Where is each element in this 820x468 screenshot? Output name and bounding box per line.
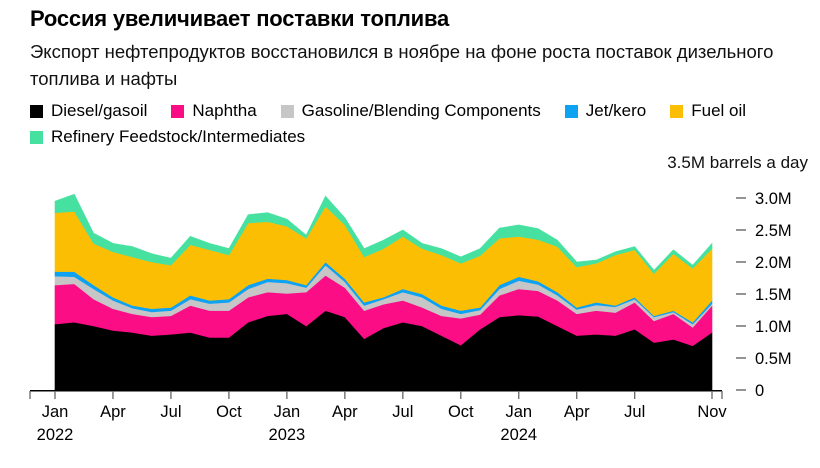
legend-swatch-icon	[670, 104, 684, 118]
y-tick-label: 3.0M	[755, 190, 792, 208]
x-tick-label: Jan	[505, 403, 532, 421]
x-tick-label: Apr	[564, 403, 590, 421]
legend-swatch-icon	[280, 104, 294, 118]
legend-label: Diesel/gasoil	[51, 101, 148, 120]
x-tick-label: Jul	[392, 403, 413, 421]
area-refinery-feedstock-intermediates	[54, 193, 713, 274]
x-tick-year-label: 2022	[37, 426, 74, 444]
chart-subtitle: Экспорт нефтепродуктов восстановился в н…	[30, 41, 774, 89]
legend-label: Fuel oil	[691, 101, 747, 120]
x-tick-label: Jan	[274, 403, 301, 421]
y-tick-label: 1.5M	[755, 286, 792, 304]
legend-swatch-icon	[30, 104, 43, 118]
x-tick-label: Apr	[100, 403, 126, 421]
x-tick-label: Jan	[42, 403, 69, 421]
legend-item-diesel-gasoil: Diesel/gasoil	[30, 101, 147, 121]
x-tick-label: Nov	[697, 403, 727, 421]
x-tick-label: Oct	[448, 403, 474, 421]
legend-swatch-icon	[171, 104, 185, 118]
y-tick-label: 0	[755, 382, 764, 400]
x-tick-label: Jul	[624, 403, 645, 421]
legend-label: Naphtha	[192, 101, 257, 120]
y-tick-label: 2.5M	[755, 222, 792, 240]
y-tick-label: 2.0M	[755, 254, 792, 272]
chart-legend: Diesel/gasoil Naphtha Gasoline/Blending Co…	[30, 101, 792, 147]
legend-item-naphtha: Naphtha	[171, 101, 257, 121]
x-tick-year-label: 2024	[500, 426, 537, 444]
y-axis-unit-label: 3.5M barrels a day	[667, 153, 808, 172]
legend-item-gasoline-blending-components: Gasoline/Blending Components	[280, 101, 541, 121]
legend-item-fuel-oil: Fuel oil	[670, 101, 746, 121]
legend-swatch-icon	[30, 130, 43, 144]
y-tick-label: 1.0M	[755, 318, 792, 336]
legend-label: Refinery Feedstock/Intermediates	[51, 127, 306, 146]
x-tick-label: Apr	[332, 403, 358, 421]
x-tick-year-label: 2023	[269, 426, 306, 444]
x-tick-label: Jul	[160, 403, 181, 421]
page-title: Россия увеличивает поставки топлива	[30, 6, 450, 31]
legend-label: Gasoline/Blending Components	[301, 101, 541, 120]
legend-label: Jet/kero	[585, 101, 647, 120]
y-tick-label: 0.5M	[755, 350, 792, 368]
x-tick-label: Oct	[216, 403, 242, 421]
legend-swatch-icon	[564, 104, 578, 118]
legend-item-refinery-feedstock-intermediates: Refinery Feedstock/Intermediates	[30, 127, 305, 147]
legend-item-jet-kero: Jet/kero	[564, 101, 647, 121]
